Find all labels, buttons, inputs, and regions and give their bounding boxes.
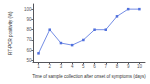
svg-text:6: 6 (93, 64, 96, 69)
svg-text:2: 2 (48, 64, 51, 69)
svg-text:8: 8 (116, 64, 119, 69)
svg-text:60: 60 (26, 48, 32, 53)
svg-text:4: 4 (71, 64, 74, 69)
svg-text:1: 1 (37, 64, 40, 69)
svg-text:80: 80 (26, 27, 32, 32)
svg-text:3: 3 (60, 64, 63, 69)
svg-text:100: 100 (24, 7, 32, 12)
svg-text:70: 70 (26, 37, 32, 42)
svg-text:10: 10 (137, 64, 143, 69)
svg-text:7: 7 (105, 64, 108, 69)
svg-text:50: 50 (26, 58, 32, 63)
svg-text:RT-PCR positivity (%): RT-PCR positivity (%) (8, 11, 13, 55)
svg-text:5: 5 (82, 64, 85, 69)
svg-text:9: 9 (127, 64, 130, 69)
svg-text:90: 90 (26, 17, 32, 22)
svg-text:Time of sample collection afte: Time of sample collection after onset of… (32, 74, 146, 79)
